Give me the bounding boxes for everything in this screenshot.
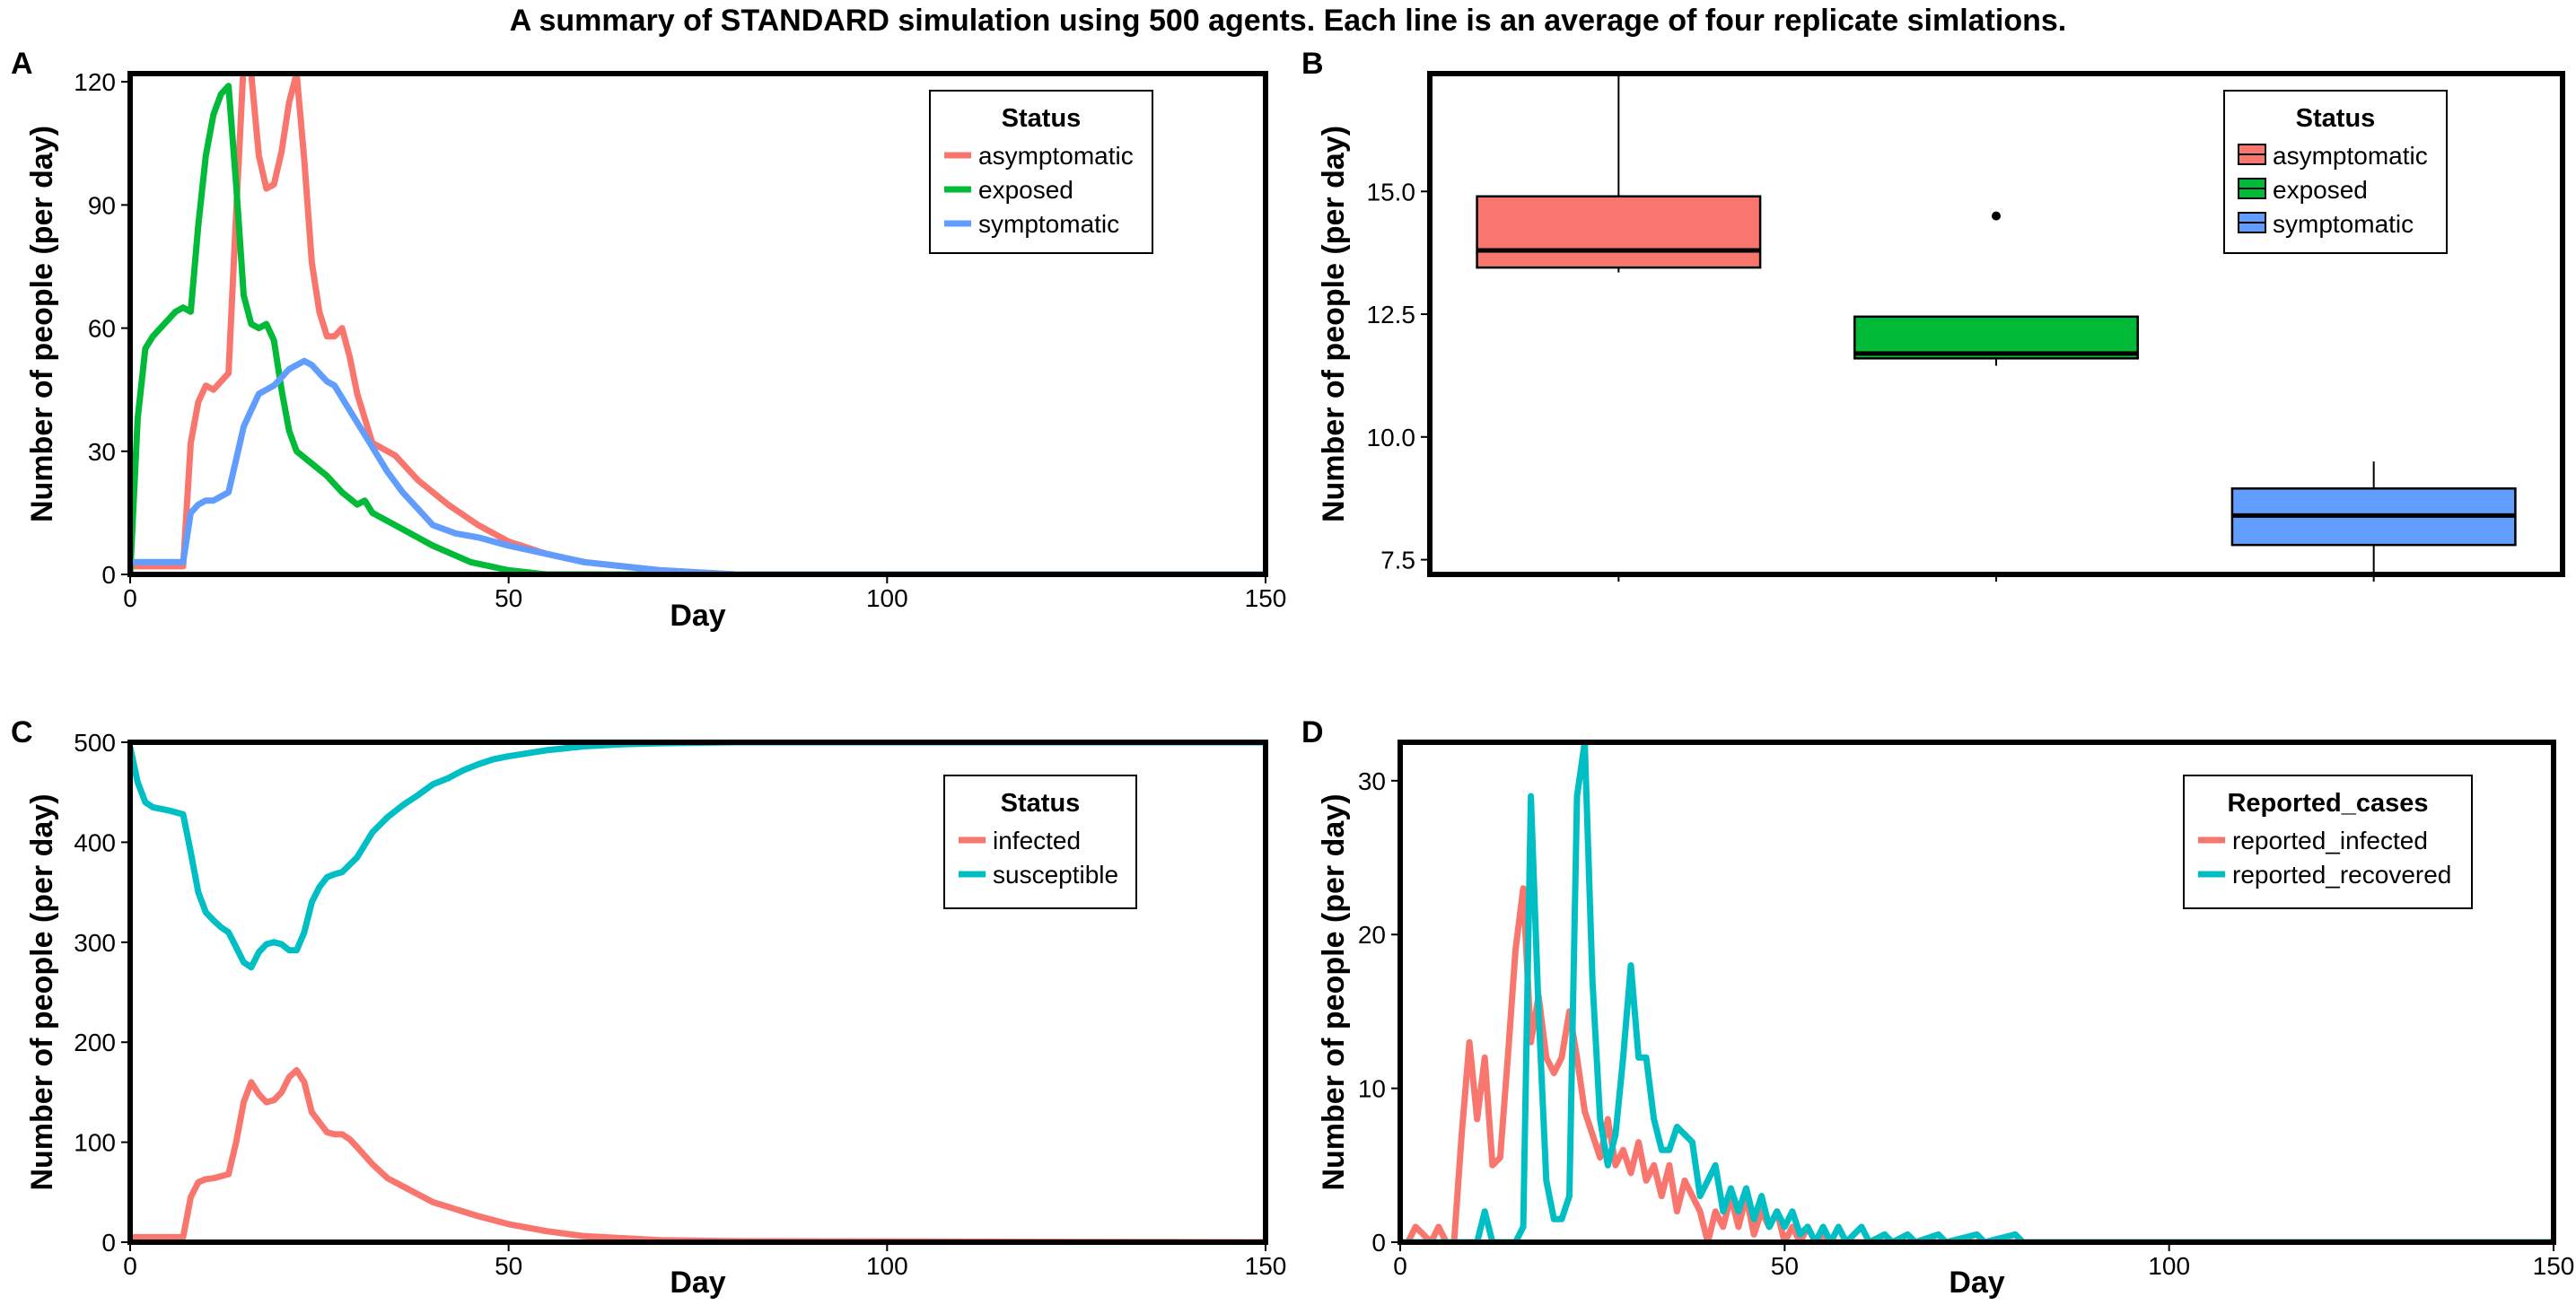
- panel-d: D 0 10 20 30 0 50 100 150 Day Number of people (pe…: [1301, 715, 2574, 1300]
- y-tick-label: 500: [74, 729, 116, 757]
- x-tick-label: 100: [2148, 1252, 2190, 1280]
- series-line-reported_recovered: [1400, 742, 2554, 1242]
- legend-label: reported_recovered: [2232, 861, 2451, 889]
- box-body: [1476, 195, 1762, 269]
- box-symptomatic: [2230, 461, 2517, 574]
- y-tick-label: 300: [74, 929, 116, 957]
- panel-a: A 0 30 60 90 120 0 50 100 150 Day Number of people …: [11, 47, 1286, 633]
- series-line-infected: [130, 1066, 1266, 1242]
- y-axis-title: Number of people (per day): [1317, 793, 1351, 1190]
- x-tick-label: 100: [866, 1252, 908, 1280]
- y-tick-label: 12.5: [1367, 301, 1416, 328]
- y-axis-title: Number of people (per day): [25, 126, 59, 522]
- box-asymptomatic: [1476, 74, 1762, 273]
- panel-letter: D: [1301, 715, 1324, 749]
- x-tick-label: 50: [1771, 1252, 1799, 1280]
- legend-label: exposed: [978, 176, 1073, 204]
- legend: Status asymptomatic exposed symptomatic: [929, 90, 1153, 254]
- legend-title: Status: [1002, 104, 1082, 133]
- y-tick-label: 30: [88, 438, 116, 466]
- y-tick-label: 90: [88, 191, 116, 219]
- x-tick-label: 150: [1245, 1252, 1287, 1280]
- series-line-reported_infected: [1405, 885, 2554, 1242]
- y-tick-label: 0: [101, 561, 116, 589]
- plot-frame: [127, 740, 1268, 1245]
- legend-label: symptomatic: [2273, 210, 2414, 238]
- panel-letter: B: [1301, 47, 1324, 81]
- plot-frame: [127, 71, 1268, 577]
- legend-title: Status: [2296, 104, 2376, 133]
- x-tick-label: 0: [123, 584, 137, 612]
- legend: Reported_cases reported_infected reported_…: [2183, 775, 2473, 909]
- x-tick-label: 0: [123, 1252, 137, 1280]
- x-tick-label: 0: [1393, 1252, 1407, 1280]
- x-tick-label: 50: [495, 584, 522, 612]
- x-tick-label: 150: [2533, 1252, 2575, 1280]
- y-tick-label: 400: [74, 828, 116, 856]
- legend-label: susceptible: [993, 861, 1118, 889]
- x-tick-label: 150: [1245, 584, 1287, 612]
- legend-box: [2183, 775, 2473, 909]
- legend-title: Status: [1001, 789, 1081, 818]
- legend-label: exposed: [2273, 176, 2368, 204]
- legend-label: asymptomatic: [2273, 142, 2428, 170]
- box-exposed: [1853, 211, 2139, 366]
- legend-label: asymptomatic: [978, 142, 1134, 170]
- y-tick-label: 7.5: [1380, 547, 1415, 574]
- y-tick-label: 30: [1358, 767, 1386, 795]
- y-tick-label: 10.0: [1367, 424, 1416, 451]
- series-line-exposed: [130, 83, 1266, 574]
- x-axis-title: Day: [670, 1266, 725, 1300]
- panel-c: C 0 100 200 300 400 500 0 50 100 150 Day Number of p…: [11, 715, 1286, 1300]
- panel-letter: C: [11, 715, 33, 749]
- y-tick-label: 20: [1358, 921, 1386, 949]
- series-line-symptomatic: [130, 357, 1266, 574]
- y-tick-label: 0: [101, 1229, 116, 1257]
- series-line-asymptomatic: [130, 74, 1266, 574]
- y-tick-label: 120: [74, 68, 116, 96]
- plot-frame: [1427, 71, 2565, 577]
- figure-title: A summary of STANDARD simulation using 5…: [510, 4, 2066, 38]
- legend: Status infected susceptible: [943, 775, 1137, 909]
- y-tick-label: 10: [1358, 1075, 1386, 1103]
- y-tick-label: 60: [88, 315, 116, 343]
- x-tick-label: 100: [866, 584, 908, 612]
- x-axis-title: Day: [670, 599, 725, 633]
- outlier-point: [1992, 211, 2001, 221]
- plot-frame: [1398, 740, 2556, 1245]
- series-line-susceptible: [130, 742, 1266, 971]
- panel-b: B 7.5 10.0 12.5 15.0 Number of people (per da…: [1301, 47, 2565, 582]
- legend: Status asymptomatic exposed symptomatic: [2223, 90, 2448, 254]
- panel-letter: A: [11, 47, 33, 81]
- x-axis-title: Day: [1949, 1266, 2004, 1300]
- y-tick-label: 100: [74, 1129, 116, 1157]
- legend-label: infected: [993, 827, 1081, 854]
- legend-title: Reported_cases: [2227, 789, 2428, 818]
- y-axis-title: Number of people (per day): [1317, 126, 1351, 522]
- y-tick-label: 15.0: [1367, 178, 1416, 206]
- y-tick-label: 200: [74, 1029, 116, 1056]
- y-tick-label: 0: [1371, 1229, 1386, 1257]
- legend-label: reported_infected: [2232, 827, 2428, 854]
- legend-label: symptomatic: [978, 210, 1119, 238]
- x-tick-label: 50: [495, 1252, 522, 1280]
- y-axis-title: Number of people (per day): [25, 793, 59, 1190]
